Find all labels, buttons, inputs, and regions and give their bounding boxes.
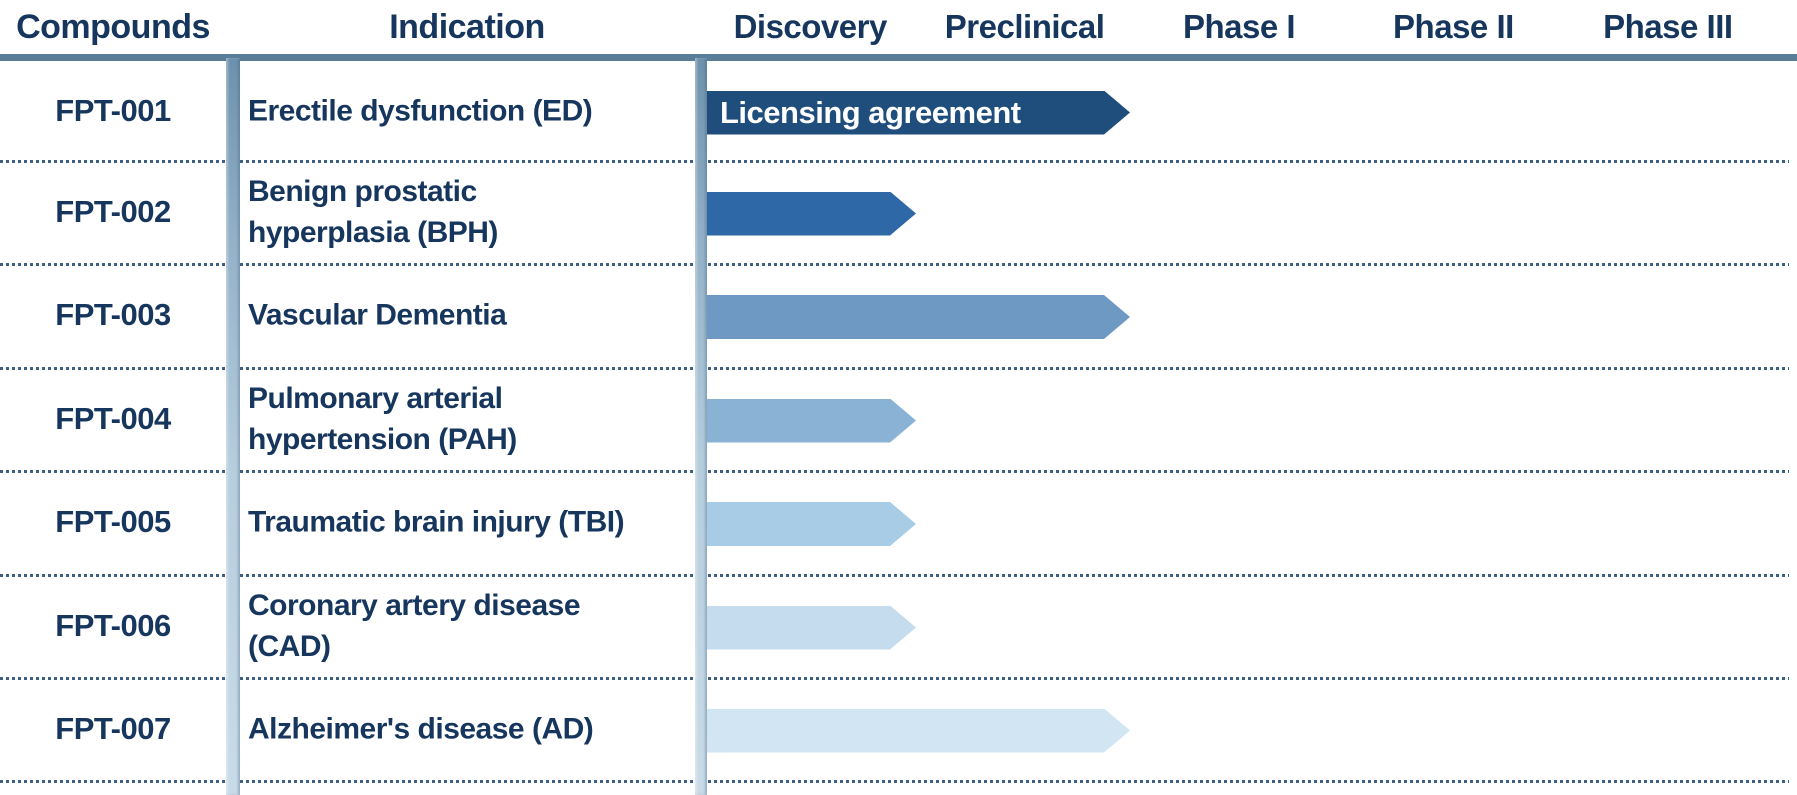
pipeline-row: FPT-004 Pulmonary arterial hypertension …: [0, 367, 1797, 470]
indication-label: Traumatic brain injury (TBI): [248, 505, 625, 539]
header-rule: [0, 54, 1797, 61]
progress-arrow: [706, 606, 916, 650]
indication-chart-divider-bar: [695, 58, 707, 795]
progress-arrow: Licensing agreement: [706, 91, 1130, 135]
indication-label: Pulmonary arterial hypertension (PAH): [248, 381, 517, 456]
phase-header-discovery: Discovery: [733, 8, 888, 45]
phase-header-preclinical: Preclinical: [944, 8, 1105, 45]
phase-header-phase-2: Phase II: [1393, 8, 1514, 45]
row-separator: [0, 470, 1789, 473]
indication-label: Benign prostatic hyperplasia (BPH): [248, 174, 498, 249]
pipeline-row: FPT-002 Benign prostatic hyperplasia (BP…: [0, 160, 1797, 263]
indication-label: Erectile dysfunction (ED): [248, 94, 593, 127]
progress-arrow: [706, 399, 916, 443]
progress-arrow: [706, 709, 1130, 753]
indication-label: Coronary artery disease (CAD): [248, 588, 581, 663]
indication-label: Vascular Dementia: [248, 298, 507, 332]
pipeline-row: FPT-006 Coronary artery disease (CAD): [0, 574, 1797, 677]
compound-label: FPT-001: [55, 92, 171, 128]
pipeline-row: FPT-001 Erectile dysfunction (ED) Licens…: [0, 61, 1797, 160]
row-separator: [0, 780, 1789, 783]
progress-arrow: [706, 192, 916, 236]
indication-label: Alzheimer's disease (AD): [248, 712, 594, 745]
compound-label: FPT-007: [55, 710, 171, 746]
pipeline-row: FPT-005 Traumatic brain injury (TBI): [0, 470, 1797, 574]
compounds-column-header: Compounds: [16, 7, 210, 46]
compound-label: FPT-003: [55, 297, 171, 332]
compound-label: FPT-002: [55, 193, 171, 229]
row-separator: [0, 263, 1789, 266]
progress-arrow: [706, 502, 916, 546]
phase-header-phase-1: Phase I: [1182, 8, 1296, 45]
pipeline-row: FPT-007 Alzheimer's disease (AD): [0, 677, 1797, 780]
arrow-annotation-label: Licensing agreement: [720, 94, 1021, 130]
compounds-indication-divider-bar: [226, 58, 240, 795]
compound-label: FPT-006: [55, 607, 171, 643]
phase-header-phase-3: Phase III: [1603, 8, 1733, 45]
row-separator: [0, 367, 1789, 370]
phase-headers: Discovery Preclinical Phase I Phase II P…: [703, 0, 1775, 54]
row-separator: [0, 574, 1789, 577]
progress-arrow: [706, 295, 1130, 339]
indication-column-header: Indication: [389, 7, 545, 46]
compound-label: FPT-004: [55, 400, 171, 436]
pipeline-row: FPT-003 Vascular Dementia: [0, 263, 1797, 367]
row-separator: [0, 677, 1789, 680]
compound-label: FPT-005: [55, 504, 171, 539]
row-separator: [0, 160, 1789, 163]
